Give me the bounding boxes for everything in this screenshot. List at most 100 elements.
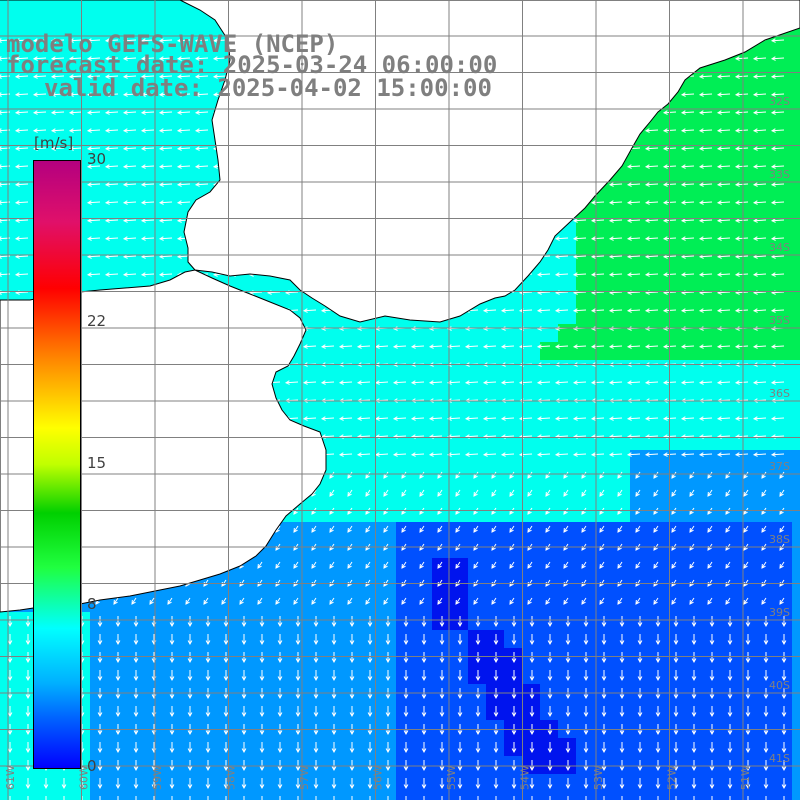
field-cell [792, 666, 800, 684]
wind-vector [169, 760, 175, 772]
field-cell [432, 432, 450, 450]
field-cell [342, 540, 360, 558]
field-cell [198, 594, 216, 612]
wind-vector [779, 561, 785, 569]
field-cell [666, 540, 684, 558]
wind-vector [572, 308, 587, 313]
field-cell [306, 342, 324, 360]
wind-vector [752, 74, 767, 79]
wind-vector [770, 236, 785, 241]
wind-vector [529, 742, 535, 754]
wind-vector [716, 452, 731, 457]
wind-vector [403, 778, 409, 790]
field-cell [576, 414, 594, 432]
wind-vector [259, 778, 265, 790]
wind-vector [527, 489, 533, 497]
wind-vector [482, 344, 497, 349]
field-cell [378, 504, 396, 522]
field-cell [648, 486, 666, 504]
field-cell [288, 378, 306, 396]
field-cell [558, 306, 576, 324]
field-cell [666, 396, 684, 414]
wind-vector [527, 525, 533, 533]
field-cell [504, 432, 522, 450]
field-cell [342, 468, 360, 486]
wind-vector [176, 146, 191, 151]
field-cell [738, 270, 756, 288]
wind-vector [457, 742, 463, 754]
wind-vector [734, 416, 749, 421]
colorbar-unit-label: [m/s] [34, 134, 74, 152]
field-cell [234, 756, 252, 774]
wind-vector [770, 128, 785, 133]
wind-vector [727, 742, 733, 754]
field-cell [648, 594, 666, 612]
field-cell [738, 324, 756, 342]
wind-vector [140, 110, 155, 115]
field-cell [486, 774, 504, 792]
wind-vector [545, 561, 551, 569]
field-cell [630, 666, 648, 684]
field-cell [18, 630, 36, 648]
wind-vector [99, 796, 101, 800]
wind-vector [385, 616, 391, 628]
wind-vector [644, 200, 659, 205]
field-cell [144, 630, 162, 648]
field-cell [684, 504, 702, 522]
longitude-label: 52W [666, 765, 679, 790]
wind-vector [608, 416, 623, 421]
field-cell [558, 630, 576, 648]
wind-vector [770, 74, 785, 79]
field-cell [432, 594, 450, 612]
field-cell [648, 432, 666, 450]
field-cell [342, 756, 360, 774]
field-cell [702, 396, 720, 414]
field-cell [342, 666, 360, 684]
field-cell [792, 360, 800, 378]
wind-vector [32, 74, 47, 79]
wind-vector [302, 380, 317, 385]
field-cell [648, 342, 666, 360]
wind-vector [25, 742, 31, 754]
wind-vector [698, 146, 713, 151]
field-cell [414, 576, 432, 594]
wind-vector [140, 146, 155, 151]
wind-vector [239, 597, 245, 605]
wind-vector [698, 92, 713, 97]
wind-vector [176, 182, 191, 187]
wind-vector [223, 742, 229, 754]
field-cell [792, 396, 800, 414]
field-cell [702, 162, 720, 180]
field-cell [756, 288, 774, 306]
field-cell [630, 504, 648, 522]
field-cell [540, 666, 558, 684]
field-cell [486, 360, 504, 378]
field-cell [792, 702, 800, 720]
wind-vector [513, 796, 515, 800]
wind-vector [257, 597, 263, 605]
field-cell [612, 540, 630, 558]
field-cell [414, 756, 432, 774]
field-cell [792, 90, 800, 108]
field-cell [252, 594, 270, 612]
wind-vector [122, 110, 137, 115]
wind-vector [770, 452, 785, 457]
wind-vector [725, 471, 731, 479]
field-cell [468, 558, 486, 576]
wind-vector [734, 110, 749, 115]
wind-vector [527, 561, 533, 569]
wind-vector [572, 416, 587, 421]
field-cell [576, 432, 594, 450]
wind-vector [752, 200, 767, 205]
field-cell [666, 306, 684, 324]
field-cell [792, 432, 800, 450]
wind-vector [655, 634, 661, 646]
field-cell [450, 612, 468, 630]
field-cell [342, 630, 360, 648]
wind-vector [63, 796, 65, 800]
wind-vector [331, 706, 337, 718]
wind-vector [689, 525, 695, 533]
field-cell [540, 270, 558, 288]
